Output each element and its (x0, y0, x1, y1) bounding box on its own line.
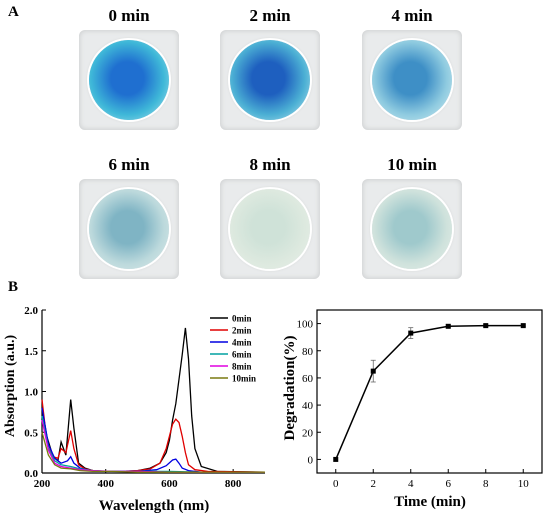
absorption-spectra-chart: Absorption (a.u.) Wavelength (nm) 0.0 0.5… (3, 305, 266, 513)
spectra-y-tick-label: 1.5 (24, 346, 38, 358)
spectra-legend-label: 10min (232, 374, 256, 384)
degradation-y-tick-label: 0 (308, 454, 314, 466)
degradation-y-tick-label: 40 (302, 400, 314, 412)
degradation-y-axis-title: Degradation(%) (282, 336, 298, 441)
photo-label: 10 min (387, 155, 437, 174)
degradation-chart: Degradation(%) Time (min) 0 20 40 60 80 100 0 2… (282, 309, 543, 510)
degradation-point (408, 330, 414, 336)
degradation-x-tick-label: 4 (408, 478, 414, 490)
spectra-series-line (41, 399, 266, 473)
sample-photo (356, 24, 468, 136)
degradation-x-tick-label: 6 (446, 478, 452, 490)
photo-label: 6 min (108, 155, 150, 174)
sample-photo (214, 173, 326, 285)
photo-label: 0 min (108, 6, 150, 25)
spectra-y-tick-label: 2.0 (24, 305, 38, 317)
degradation-x-tick-label: 10 (518, 478, 530, 490)
degradation-x-tick-label: 0 (333, 478, 339, 490)
spectra-x-tick-label: 200 (34, 478, 51, 490)
spectra-y-axis-title: Absorption (a.u.) (3, 335, 18, 438)
degradation-point (483, 323, 489, 329)
photo-label: 2 min (249, 6, 291, 25)
spectra-x-axis-title: Wavelength (nm) (99, 498, 209, 513)
degradation-x-tick-label: 2 (371, 478, 377, 490)
sample-dish (362, 179, 462, 279)
spectra-series-line (41, 432, 265, 473)
sample-photo (73, 24, 185, 136)
spectra-legend-label: 0min (232, 314, 252, 324)
sample-photo (214, 24, 326, 136)
spectra-legend-label: 8min (232, 362, 252, 372)
degradation-y-tick-label: 100 (297, 319, 314, 331)
sample-dish (220, 30, 320, 130)
sample-disc (372, 40, 452, 120)
degradation-y-tick-label: 60 (302, 373, 314, 385)
sample-disc (230, 40, 310, 120)
degradation-line (335, 324, 524, 460)
spectra-y-tick-label: 0.0 (24, 468, 38, 480)
spectra-legend-label: 4min (232, 338, 252, 348)
sample-dish (362, 30, 462, 130)
spectra-legend-label: 6min (232, 350, 252, 360)
degradation-point (370, 368, 376, 374)
degradation-x-axis-title: Time (min) (394, 494, 466, 510)
spectra-x-tick-label: 400 (97, 478, 114, 490)
sample-photo (73, 173, 185, 285)
panel-label-b: B (8, 279, 19, 295)
photo-label: 8 min (249, 155, 291, 174)
degradation-x-tick-label: 8 (483, 478, 489, 490)
degradation-point (333, 456, 339, 462)
spectra-y-tick-label: 0.5 (24, 427, 38, 439)
sample-disc (89, 189, 169, 269)
panel-label-a: A (8, 4, 19, 20)
photo-label: 4 min (391, 6, 433, 25)
sample-disc (372, 189, 452, 269)
degradation-y-tick-label: 80 (302, 346, 314, 358)
degradation-plot-frame (316, 309, 543, 474)
sample-disc (89, 40, 169, 120)
sample-photo (356, 173, 468, 285)
sample-dish (79, 30, 179, 130)
sample-dish (79, 179, 179, 279)
degradation-point (520, 323, 526, 329)
spectra-x-tick-label: 800 (225, 478, 242, 490)
degradation-y-tick-label: 20 (302, 427, 314, 439)
sample-disc (230, 189, 310, 269)
spectra-x-tick-label: 600 (161, 478, 178, 490)
spectra-y-tick-label: 1.0 (24, 387, 38, 399)
sample-dish (220, 179, 320, 279)
spectra-legend-label: 2min (232, 326, 252, 336)
degradation-point (445, 323, 451, 329)
